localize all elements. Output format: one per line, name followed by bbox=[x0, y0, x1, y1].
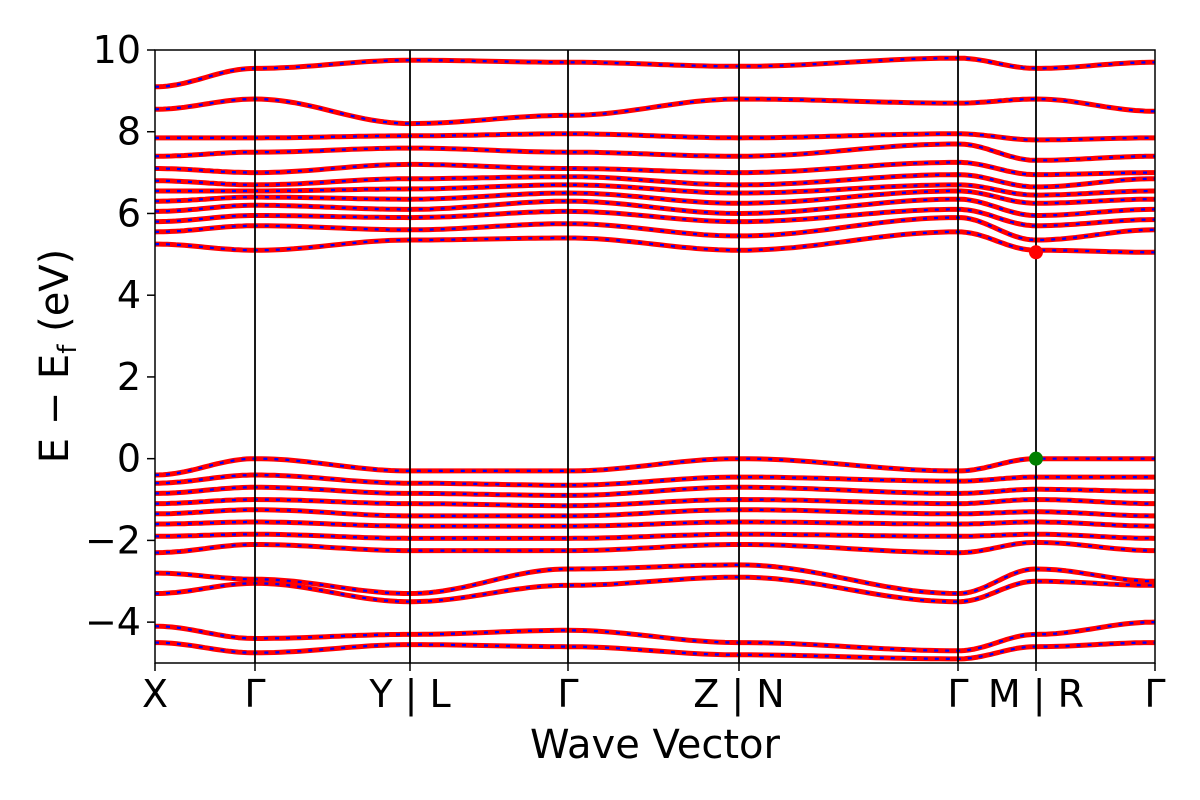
x-tick-label-7: Γ bbox=[1144, 672, 1165, 716]
bands-layer bbox=[155, 55, 1155, 662]
high-symmetry-lines bbox=[254, 50, 1037, 663]
x-tick-label-5: Γ bbox=[947, 672, 968, 716]
band-11-secondary bbox=[155, 57, 1155, 88]
marker-vbm bbox=[1029, 451, 1043, 466]
band-9-secondary bbox=[155, 132, 1155, 141]
y-tick-label-2: 6 bbox=[117, 191, 141, 235]
band-17-secondary bbox=[155, 520, 1155, 528]
y-tick-label-4: 2 bbox=[117, 355, 141, 399]
band-13-secondary bbox=[155, 473, 1155, 487]
x-axis-ticks: X Γ Y | L Γ Z | N Γ M | R Γ bbox=[142, 663, 1166, 717]
band-21-primary bbox=[155, 574, 1155, 605]
x-tick-label-1: Γ bbox=[244, 672, 265, 716]
y-tick-label-6: −2 bbox=[85, 518, 141, 562]
x-tick-label-6: M | R bbox=[988, 672, 1084, 717]
band-1-primary bbox=[155, 215, 1155, 243]
band-8-secondary bbox=[155, 142, 1155, 162]
x-tick-label-0: X bbox=[142, 672, 168, 716]
y-axis-title-unit: (eV) bbox=[32, 249, 78, 345]
band-20-primary bbox=[155, 562, 1155, 596]
marker-cbm bbox=[1029, 245, 1043, 260]
band-15-secondary bbox=[155, 498, 1155, 507]
band-6-secondary bbox=[155, 173, 1155, 188]
band-18-secondary bbox=[155, 533, 1155, 540]
y-axis-title: E − Ef (eV) bbox=[32, 249, 83, 464]
band-4-secondary bbox=[155, 189, 1155, 205]
y-tick-label-5: 0 bbox=[117, 437, 141, 481]
band-19-secondary bbox=[155, 541, 1155, 554]
plot-background bbox=[155, 50, 1155, 663]
y-axis-title-main: E − E bbox=[32, 354, 78, 464]
band-14-primary bbox=[155, 484, 1155, 498]
band-3-secondary bbox=[155, 198, 1155, 217]
x-tick-label-4: Z | N bbox=[693, 672, 784, 717]
y-axis-title-subscript: f bbox=[53, 344, 83, 354]
y-axis-ticks: 10 8 6 4 2 0 −2 −4 bbox=[85, 28, 155, 644]
x-tick-label-2: Y | L bbox=[368, 672, 450, 717]
band-edge-markers bbox=[1029, 245, 1043, 466]
y-tick-label-1: 8 bbox=[117, 110, 141, 154]
band-5-secondary bbox=[155, 183, 1155, 197]
band-7-secondary bbox=[155, 161, 1155, 176]
y-tick-label-0: 10 bbox=[93, 28, 141, 72]
band-23-secondary bbox=[155, 641, 1155, 660]
y-tick-label-7: −4 bbox=[85, 600, 141, 644]
band-0-secondary bbox=[155, 230, 1155, 254]
x-axis-title: Wave Vector bbox=[530, 722, 781, 768]
band-10-secondary bbox=[155, 97, 1155, 125]
plot-frame bbox=[154, 49, 1156, 664]
band-16-secondary bbox=[155, 508, 1155, 517]
band-22-secondary bbox=[155, 621, 1155, 652]
x-tick-label-3: Γ bbox=[557, 672, 578, 716]
band-2-secondary bbox=[155, 208, 1155, 227]
band-12-secondary bbox=[155, 457, 1155, 477]
y-tick-label-3: 4 bbox=[117, 273, 141, 317]
